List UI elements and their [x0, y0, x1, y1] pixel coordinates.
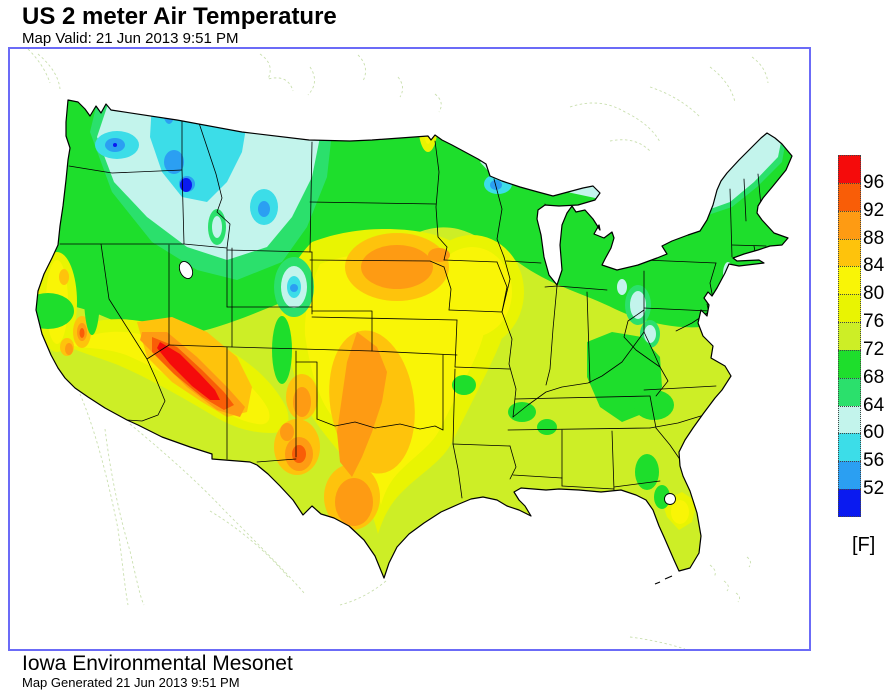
color-scale-tick: 84 [863, 255, 885, 277]
lake-okeechobee [664, 493, 676, 505]
color-scale-tick: 88 [863, 227, 885, 249]
color-scale-cell [838, 182, 861, 211]
color-scale-tick: 52 [863, 478, 885, 500]
us-outline [35, 99, 793, 579]
color-scale-tick: 92 [863, 199, 885, 221]
color-scale-cell [838, 210, 861, 239]
color-scale-tick: 80 [863, 283, 885, 305]
water-features [178, 261, 676, 585]
footer-organization: Iowa Environmental Mesonet [22, 652, 293, 675]
color-scale-bar [838, 155, 861, 517]
color-scale-tick: 64 [863, 394, 885, 416]
unit-label: [F] [852, 534, 876, 556]
map-valid-timestamp: Map Valid: 21 Jun 2013 9:51 PM [22, 30, 239, 47]
color-scale-cell [838, 377, 861, 406]
color-scale-tick: 68 [863, 366, 885, 388]
color-scale-cell [838, 238, 861, 267]
color-scale-cell [838, 489, 861, 517]
color-scale-tick: 56 [863, 450, 885, 472]
temperature-fill-layer [36, 100, 792, 578]
color-scale-cell [838, 349, 861, 378]
color-scale-tick: 60 [863, 422, 885, 444]
color-scale-cell [838, 155, 861, 183]
color-scale-tick: 96 [863, 171, 885, 193]
page-title: US 2 meter Air Temperature [22, 3, 337, 30]
color-scale-cell [838, 266, 861, 295]
color-scale-tick: 72 [863, 338, 885, 360]
canada-mexico-coastlines [27, 49, 769, 649]
color-scale-cell [838, 433, 861, 462]
color-scale-cell [838, 461, 861, 490]
great-salt-lake [178, 261, 194, 279]
map-frame [8, 47, 811, 651]
footer-generated-timestamp: Map Generated 21 Jun 2013 9:51 PM [22, 675, 240, 690]
florida-keys [654, 575, 673, 585]
color-scale-tick: 76 [863, 311, 885, 333]
color-scale-cell [838, 405, 861, 434]
us-temperature-map-svg [27, 49, 793, 649]
color-scale-cell [838, 322, 861, 350]
color-scale-cell [838, 294, 861, 323]
